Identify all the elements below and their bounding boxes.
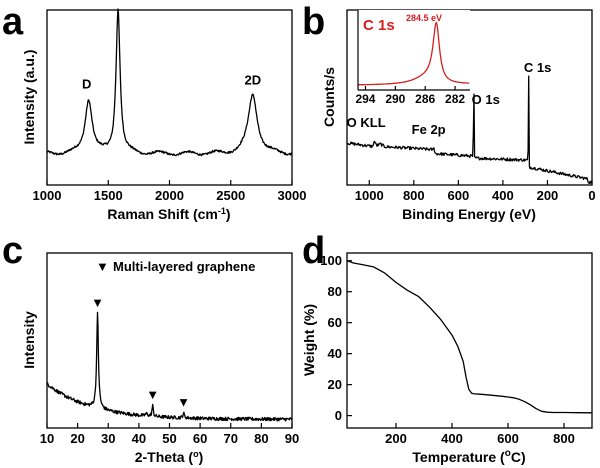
panel-c-peak-marker: ▼: [177, 395, 190, 410]
panel-a-peak-label: D: [82, 76, 91, 91]
panel-d-y-tick-label: 40: [328, 346, 342, 361]
panel-d-tga-line: [346, 260, 593, 414]
panel-c-x-tick-label: 70: [224, 431, 238, 446]
panel-b-x-axis-title: Binding Energy (eV): [402, 206, 536, 222]
panel-c-x-tick-label: 80: [254, 431, 268, 446]
inset-x-tick-label: 290: [385, 92, 405, 106]
panel-a-letter: a: [2, 1, 24, 43]
panel-a-x-tick-label: 1000: [33, 188, 62, 203]
panel-b-peak-label: O 1s: [472, 92, 500, 107]
panel-c-x-tick-label: 60: [193, 431, 207, 446]
panel-a-spectrum-line: [46, 8, 293, 157]
panel-d-x-tick-label: 800: [553, 431, 575, 446]
panel-b-x-tick-label: 200: [537, 188, 559, 203]
panel-c-x-tick-label: 90: [285, 431, 299, 446]
inset-x-tick-label: 286: [415, 92, 435, 106]
panel-c-x-tick-label: 40: [132, 431, 146, 446]
inset-c1s-line: [357, 21, 470, 86]
panel-d-y-tick-label: 80: [328, 284, 342, 299]
panel-a: a 1000 1500 2000 2500 3000 D G 2D Raman Shift …: [2, 0, 306, 222]
panel-d-x-tick-label: 400: [441, 431, 463, 446]
panel-d: d 200 400 600 800 0 20 40 60 80 100 Temperature …: [301, 230, 593, 465]
panel-c-x-tick-label: 30: [101, 431, 115, 446]
panel-b-x-tick-label: 400: [492, 188, 514, 203]
panel-c-peak-marker: ▼: [91, 295, 104, 310]
panel-d-y-tick-label: 0: [335, 408, 342, 423]
panel-b-x-tick-label: 0: [588, 188, 595, 203]
panel-c-plot-frame: [46, 252, 293, 429]
panel-b-inset: 294 290 286 282 C 1s 284.5 eV: [355, 10, 470, 106]
panel-a-peak-labels: D G 2D: [82, 0, 261, 91]
panel-a-y-axis-title: Intensity (a.u.): [21, 50, 37, 145]
panel-c-legend-label: Multi-layered graphene: [113, 259, 255, 274]
inset-x-tick-label: 294: [355, 92, 375, 106]
panel-b-peak-label: O KLL: [347, 115, 386, 130]
panel-a-x-axis-title: Raman Shift (cm-1): [107, 206, 230, 222]
panel-a-x-tick-label: 2500: [216, 188, 245, 203]
inset-peak-annotation: 284.5 eV: [406, 13, 442, 23]
panel-b-x-tick-label: 600: [448, 188, 470, 203]
panel-d-x-axis-title: Temperature (oC): [412, 448, 525, 465]
panel-d-y-tick-label: 100: [320, 253, 342, 268]
panel-b-survey-spectrum-line: [346, 75, 593, 185]
panel-a-x-tick-label: 3000: [278, 188, 307, 203]
panel-c-xrd-line: [46, 311, 293, 422]
panel-c-x-tick-label: 50: [162, 431, 176, 446]
panel-b-peak-label: Fe 2p: [412, 122, 446, 137]
panel-c-y-axis-title: Intensity: [21, 311, 37, 369]
panel-a-x-tick-label: 2000: [155, 188, 184, 203]
panel-a-x-tick-label: 1500: [94, 188, 123, 203]
panel-b-x-ticks: 1000 800 600 400 200 0: [355, 180, 596, 203]
panel-d-letter: d: [302, 230, 325, 272]
panel-c-letter: c: [2, 230, 23, 272]
panel-b-x-tick-label: 800: [403, 188, 425, 203]
panel-d-y-tick-label: 60: [328, 315, 342, 330]
panel-a-peak-label: G: [113, 0, 123, 1]
panel-d-plot-frame: [346, 252, 593, 429]
panel-a-plot-frame: [46, 9, 293, 186]
panel-b-y-axis-title: Counts/s: [321, 67, 337, 127]
panel-b: b 1000 800 600 400 200 0 O KLL Fe 2p O 1s C 1s B…: [302, 1, 596, 222]
panel-c-x-axis-title: 2-Theta (o): [135, 449, 204, 465]
panel-d-x-tick-label: 600: [497, 431, 519, 446]
panel-d-y-tick-label: 20: [328, 377, 342, 392]
panel-c-legend-marker: ▼: [96, 259, 109, 274]
panel-b-peak-label: C 1s: [524, 60, 551, 75]
panel-d-x-ticks: 200 400 600 800: [385, 423, 575, 446]
panel-d-y-ticks: 0 20 40 60 80 100: [320, 253, 352, 423]
inset-title: C 1s: [363, 17, 395, 34]
panel-b-x-tick-label: 1000: [355, 188, 384, 203]
panel-c-x-tick-label: 10: [40, 431, 54, 446]
panel-c-peak-markers: ▼ ▼ ▼: [91, 295, 190, 409]
panel-c: c 10 20 30 40 50 60 70 80 90 ▼ ▼ ▼ ▼ Multi-layered…: [2, 230, 299, 465]
panel-d-y-axis-title: Weight (%): [301, 304, 317, 376]
panel-b-letter: b: [302, 1, 325, 43]
inset-x-tick-label: 282: [445, 92, 465, 106]
panel-b-peak-labels: O KLL Fe 2p O 1s C 1s: [347, 60, 552, 137]
panel-d-x-tick-label: 200: [385, 431, 407, 446]
panel-c-x-tick-label: 20: [70, 431, 84, 446]
panel-c-x-ticks: 10 20 30 40 50 60 70 80 90: [40, 423, 299, 446]
panel-a-peak-label: 2D: [244, 72, 261, 87]
inset-x-ticks: 294 290 286 282: [355, 86, 465, 106]
panel-c-peak-marker: ▼: [146, 387, 159, 402]
panel-a-x-ticks: 1000 1500 2000 2500 3000: [33, 180, 307, 203]
